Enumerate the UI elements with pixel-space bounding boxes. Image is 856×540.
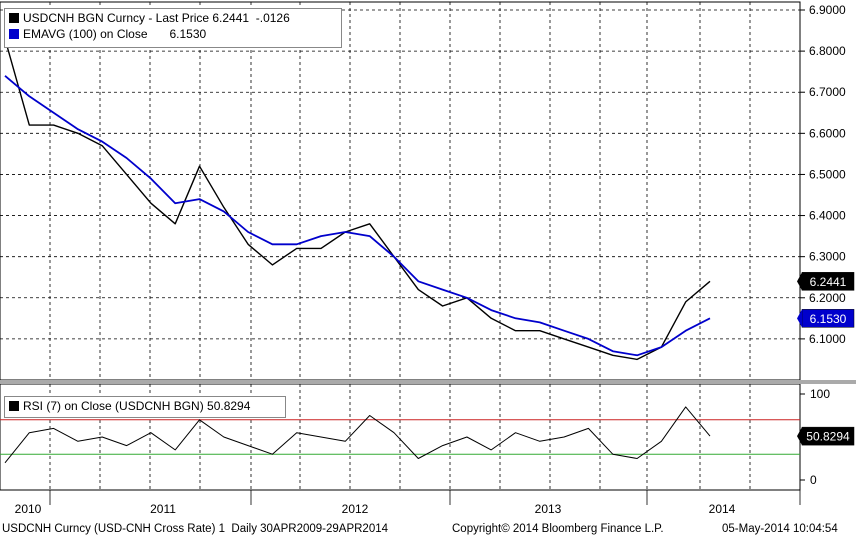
x-tick-label: 2011: [150, 502, 176, 516]
main-y-tick-label: 6.5000: [809, 167, 846, 181]
footer-timestamp: 05-May-2014 10:04:54: [722, 523, 838, 535]
main-y-tick-label: 6.9000: [809, 3, 846, 17]
rsi-badge-pointer: [797, 427, 802, 446]
last-price-badge-text: 6.2441: [810, 275, 847, 289]
ema-badge: 6.1530: [797, 309, 855, 328]
main-y-tick-label: 6.1000: [809, 332, 846, 346]
legend-ema-label: EMAVG (100) on Close: [23, 27, 148, 41]
legend-swatch-rsi: [9, 401, 19, 411]
ema-badge-text: 6.1530: [810, 312, 847, 326]
legend-row-ema: EMAVG (100) on Close 6.1530: [9, 26, 337, 42]
legend-swatch-price: [9, 13, 19, 23]
x-tick-label: 2012: [342, 502, 369, 516]
rsi-y-tick-label: 100: [810, 387, 830, 401]
rsi-badge-text: 50.8294: [806, 430, 850, 444]
legend-rsi-label: RSI (7) on Close (USDCNH BGN) 50.8294: [23, 399, 251, 413]
legend-price-label: USDCNH BGN Curncy - Last Price 6.2441 -.…: [23, 11, 290, 25]
main-y-tick-label: 6.8000: [809, 44, 846, 58]
panel-divider: [0, 380, 856, 384]
ema-badge-pointer: [797, 309, 802, 328]
footer-source: USDCNH Curncy (USD-CNH Cross Rate) 1 Dai…: [2, 523, 389, 535]
price-series-line: [4, 38, 711, 361]
x-tick-label: 2013: [535, 502, 562, 516]
x-tick-label: 2014: [709, 502, 736, 516]
legend-swatch-ema: [9, 29, 19, 39]
x-tick-label: 2010: [15, 502, 42, 516]
footer-copyright: Copyright© 2014 Bloomberg Finance L.P.: [452, 523, 664, 535]
main-y-tick-label: 6.6000: [809, 126, 846, 140]
legend-row-rsi: RSI (7) on Close (USDCNH BGN) 50.8294: [9, 398, 281, 414]
legend-ema-value: 6.1530: [169, 27, 207, 41]
main-legend: USDCNH BGN Curncy - Last Price 6.2441 -.…: [4, 8, 342, 48]
main-y-tick-label: 6.4000: [809, 209, 846, 223]
legend-row-price: USDCNH BGN Curncy - Last Price 6.2441 -.…: [9, 10, 337, 26]
rsi-badge: 50.8294: [797, 426, 855, 446]
last-price-badge: 6.2441: [797, 272, 855, 291]
rsi-series-line: [4, 406, 711, 464]
main-y-tick-label: 6.7000: [809, 85, 846, 99]
main-y-tick-label: 6.2000: [809, 291, 846, 305]
ema-series-line: [4, 75, 711, 357]
rsi-legend: RSI (7) on Close (USDCNH BGN) 50.8294: [4, 396, 286, 418]
last-price-badge-pointer: [797, 272, 802, 291]
main-y-tick-label: 6.3000: [809, 250, 846, 264]
rsi-y-tick-label: 0: [810, 473, 817, 487]
